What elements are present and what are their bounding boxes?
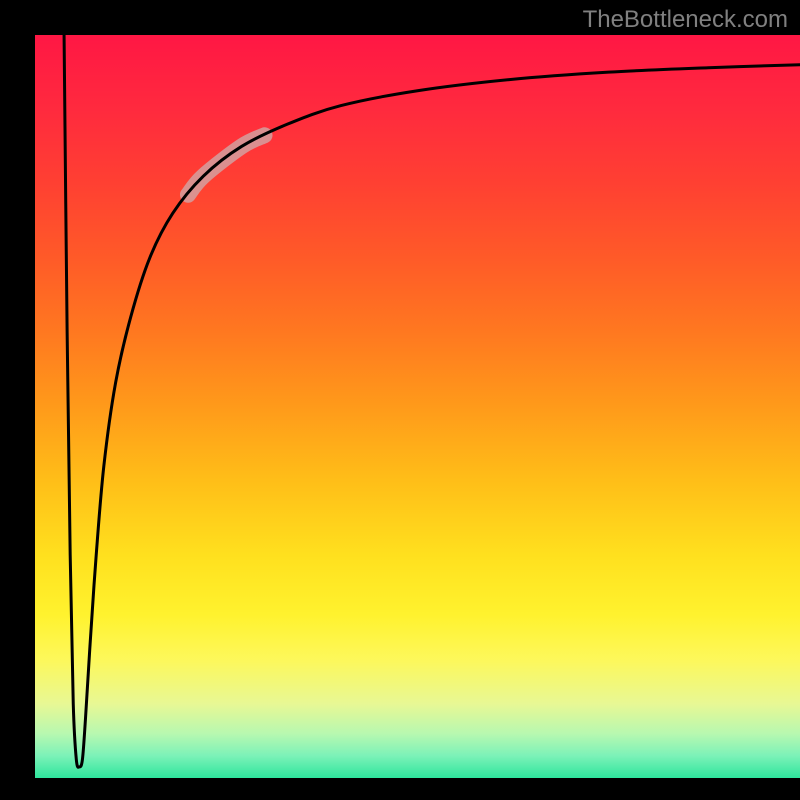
watermark-text: TheBottleneck.com: [583, 6, 788, 34]
chart-svg: [0, 0, 800, 800]
bottleneck-chart: TheBottleneck.com: [0, 0, 800, 800]
